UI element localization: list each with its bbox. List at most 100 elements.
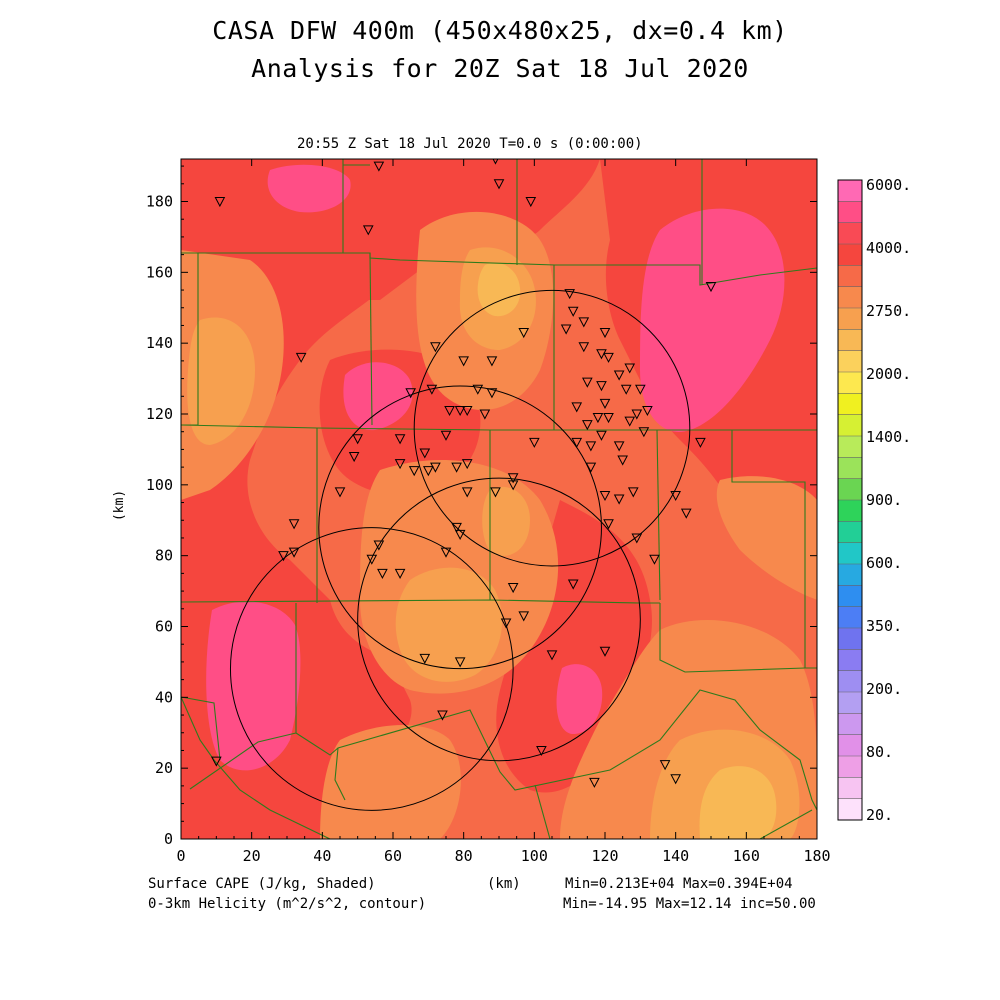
station-marker xyxy=(582,420,593,431)
station-marker xyxy=(366,554,378,565)
station-marker xyxy=(458,356,469,367)
helicity-contour-3 xyxy=(229,527,514,811)
station-marker xyxy=(560,324,572,335)
station-marker xyxy=(705,282,717,293)
colorbar-swatch xyxy=(838,393,862,416)
y-tick-label: 40 xyxy=(155,688,173,706)
station-marker xyxy=(352,434,363,445)
y-tick-label: 180 xyxy=(146,193,173,211)
y-tick-label: 140 xyxy=(146,334,173,352)
station-marker xyxy=(440,547,452,558)
colorbar-swatch xyxy=(838,244,862,266)
station-marker xyxy=(627,487,639,498)
colorbar-label: 1400. xyxy=(866,428,911,446)
station-marker xyxy=(486,356,498,367)
station-marker xyxy=(507,583,519,594)
station-marker xyxy=(373,540,385,551)
colorbar-swatch xyxy=(838,585,862,608)
colorbar-swatch xyxy=(838,542,862,565)
station-marker xyxy=(670,774,681,785)
station-marker xyxy=(620,384,632,395)
colorbar-swatch xyxy=(838,606,862,629)
station-marker xyxy=(373,161,385,172)
county-boundaries xyxy=(181,159,817,839)
colorbar-label: 2750. xyxy=(866,302,911,320)
y-tick-label: 160 xyxy=(146,263,173,281)
station-marker xyxy=(419,448,431,459)
station-marker xyxy=(214,197,226,208)
station-marker xyxy=(631,409,643,420)
colorbar-swatch xyxy=(838,308,862,330)
station-marker xyxy=(377,568,388,579)
station-marker xyxy=(405,388,416,399)
station-marker xyxy=(408,466,420,477)
valid-time: 20:55 Z Sat 18 Jul 2020 T=0.0 s (0:00:00… xyxy=(297,136,643,152)
station-marker xyxy=(649,554,660,565)
station-marker xyxy=(288,519,300,530)
colorbar-swatch xyxy=(838,414,862,437)
station-markers xyxy=(211,159,717,788)
station-marker xyxy=(394,459,406,470)
station-marker xyxy=(695,437,706,448)
station-marker xyxy=(525,197,537,208)
colorbar-swatch xyxy=(838,713,862,736)
y-tick-label: 100 xyxy=(146,476,173,494)
colorbar-swatch xyxy=(838,180,862,202)
colorbar-swatch xyxy=(838,329,862,352)
station-marker xyxy=(423,466,434,477)
station-marker xyxy=(518,328,530,339)
station-marker xyxy=(278,551,289,562)
station-marker xyxy=(599,646,611,657)
station-marker xyxy=(631,533,643,544)
station-marker xyxy=(451,462,462,473)
station-marker xyxy=(211,756,222,767)
colorbar-label: 4000. xyxy=(866,239,911,257)
station-marker xyxy=(529,437,540,448)
y-tick-label: 80 xyxy=(155,547,173,565)
station-marker xyxy=(596,349,607,360)
colorbar-swatch xyxy=(838,521,862,544)
station-marker xyxy=(454,529,466,540)
station-marker xyxy=(419,653,431,664)
colorbar-label: 80. xyxy=(866,743,893,761)
helicity-contours xyxy=(229,289,691,811)
station-marker xyxy=(603,519,614,530)
x-tick-label: 20 xyxy=(243,847,261,865)
station-marker xyxy=(454,657,466,668)
helicity-contour-2 xyxy=(357,477,641,762)
station-marker xyxy=(613,441,625,452)
station-marker xyxy=(578,342,590,353)
station-marker xyxy=(680,508,692,519)
station-marker xyxy=(567,306,579,317)
station-marker xyxy=(670,490,681,502)
colorbar-label: 900. xyxy=(866,491,902,509)
station-marker xyxy=(635,384,646,395)
colorbar-swatch xyxy=(838,372,862,394)
station-marker xyxy=(334,487,346,498)
station-marker xyxy=(362,225,374,236)
station-marker xyxy=(479,409,491,420)
helicity-contour-1 xyxy=(318,385,602,670)
station-marker xyxy=(567,579,579,590)
station-marker xyxy=(507,480,519,491)
station-marker xyxy=(564,289,575,300)
station-marker xyxy=(617,455,628,466)
x-tick-label: 140 xyxy=(662,847,689,865)
colorbar-swatch xyxy=(838,478,862,501)
station-marker xyxy=(536,745,547,757)
colorbar: 6000. 4000. 2750. 2000. 1400. 900. 600. 350. 200… xyxy=(837,176,911,824)
y-axis: 0 20 40 60 80 100 120 140 160 180 xyxy=(146,165,817,848)
station-marker xyxy=(430,342,441,353)
colorbar-swatch xyxy=(838,692,862,714)
station-marker xyxy=(440,430,452,441)
x-tick-label: 0 xyxy=(176,847,185,865)
station-marker xyxy=(613,370,625,381)
station-marker xyxy=(592,413,604,424)
x-tick-label: 40 xyxy=(313,847,331,865)
x-tick-label: 80 xyxy=(455,847,473,865)
station-marker xyxy=(624,416,636,427)
y-tick-label: 120 xyxy=(146,405,173,423)
station-marker xyxy=(430,462,441,473)
station-marker xyxy=(603,352,614,363)
station-marker xyxy=(461,487,473,498)
